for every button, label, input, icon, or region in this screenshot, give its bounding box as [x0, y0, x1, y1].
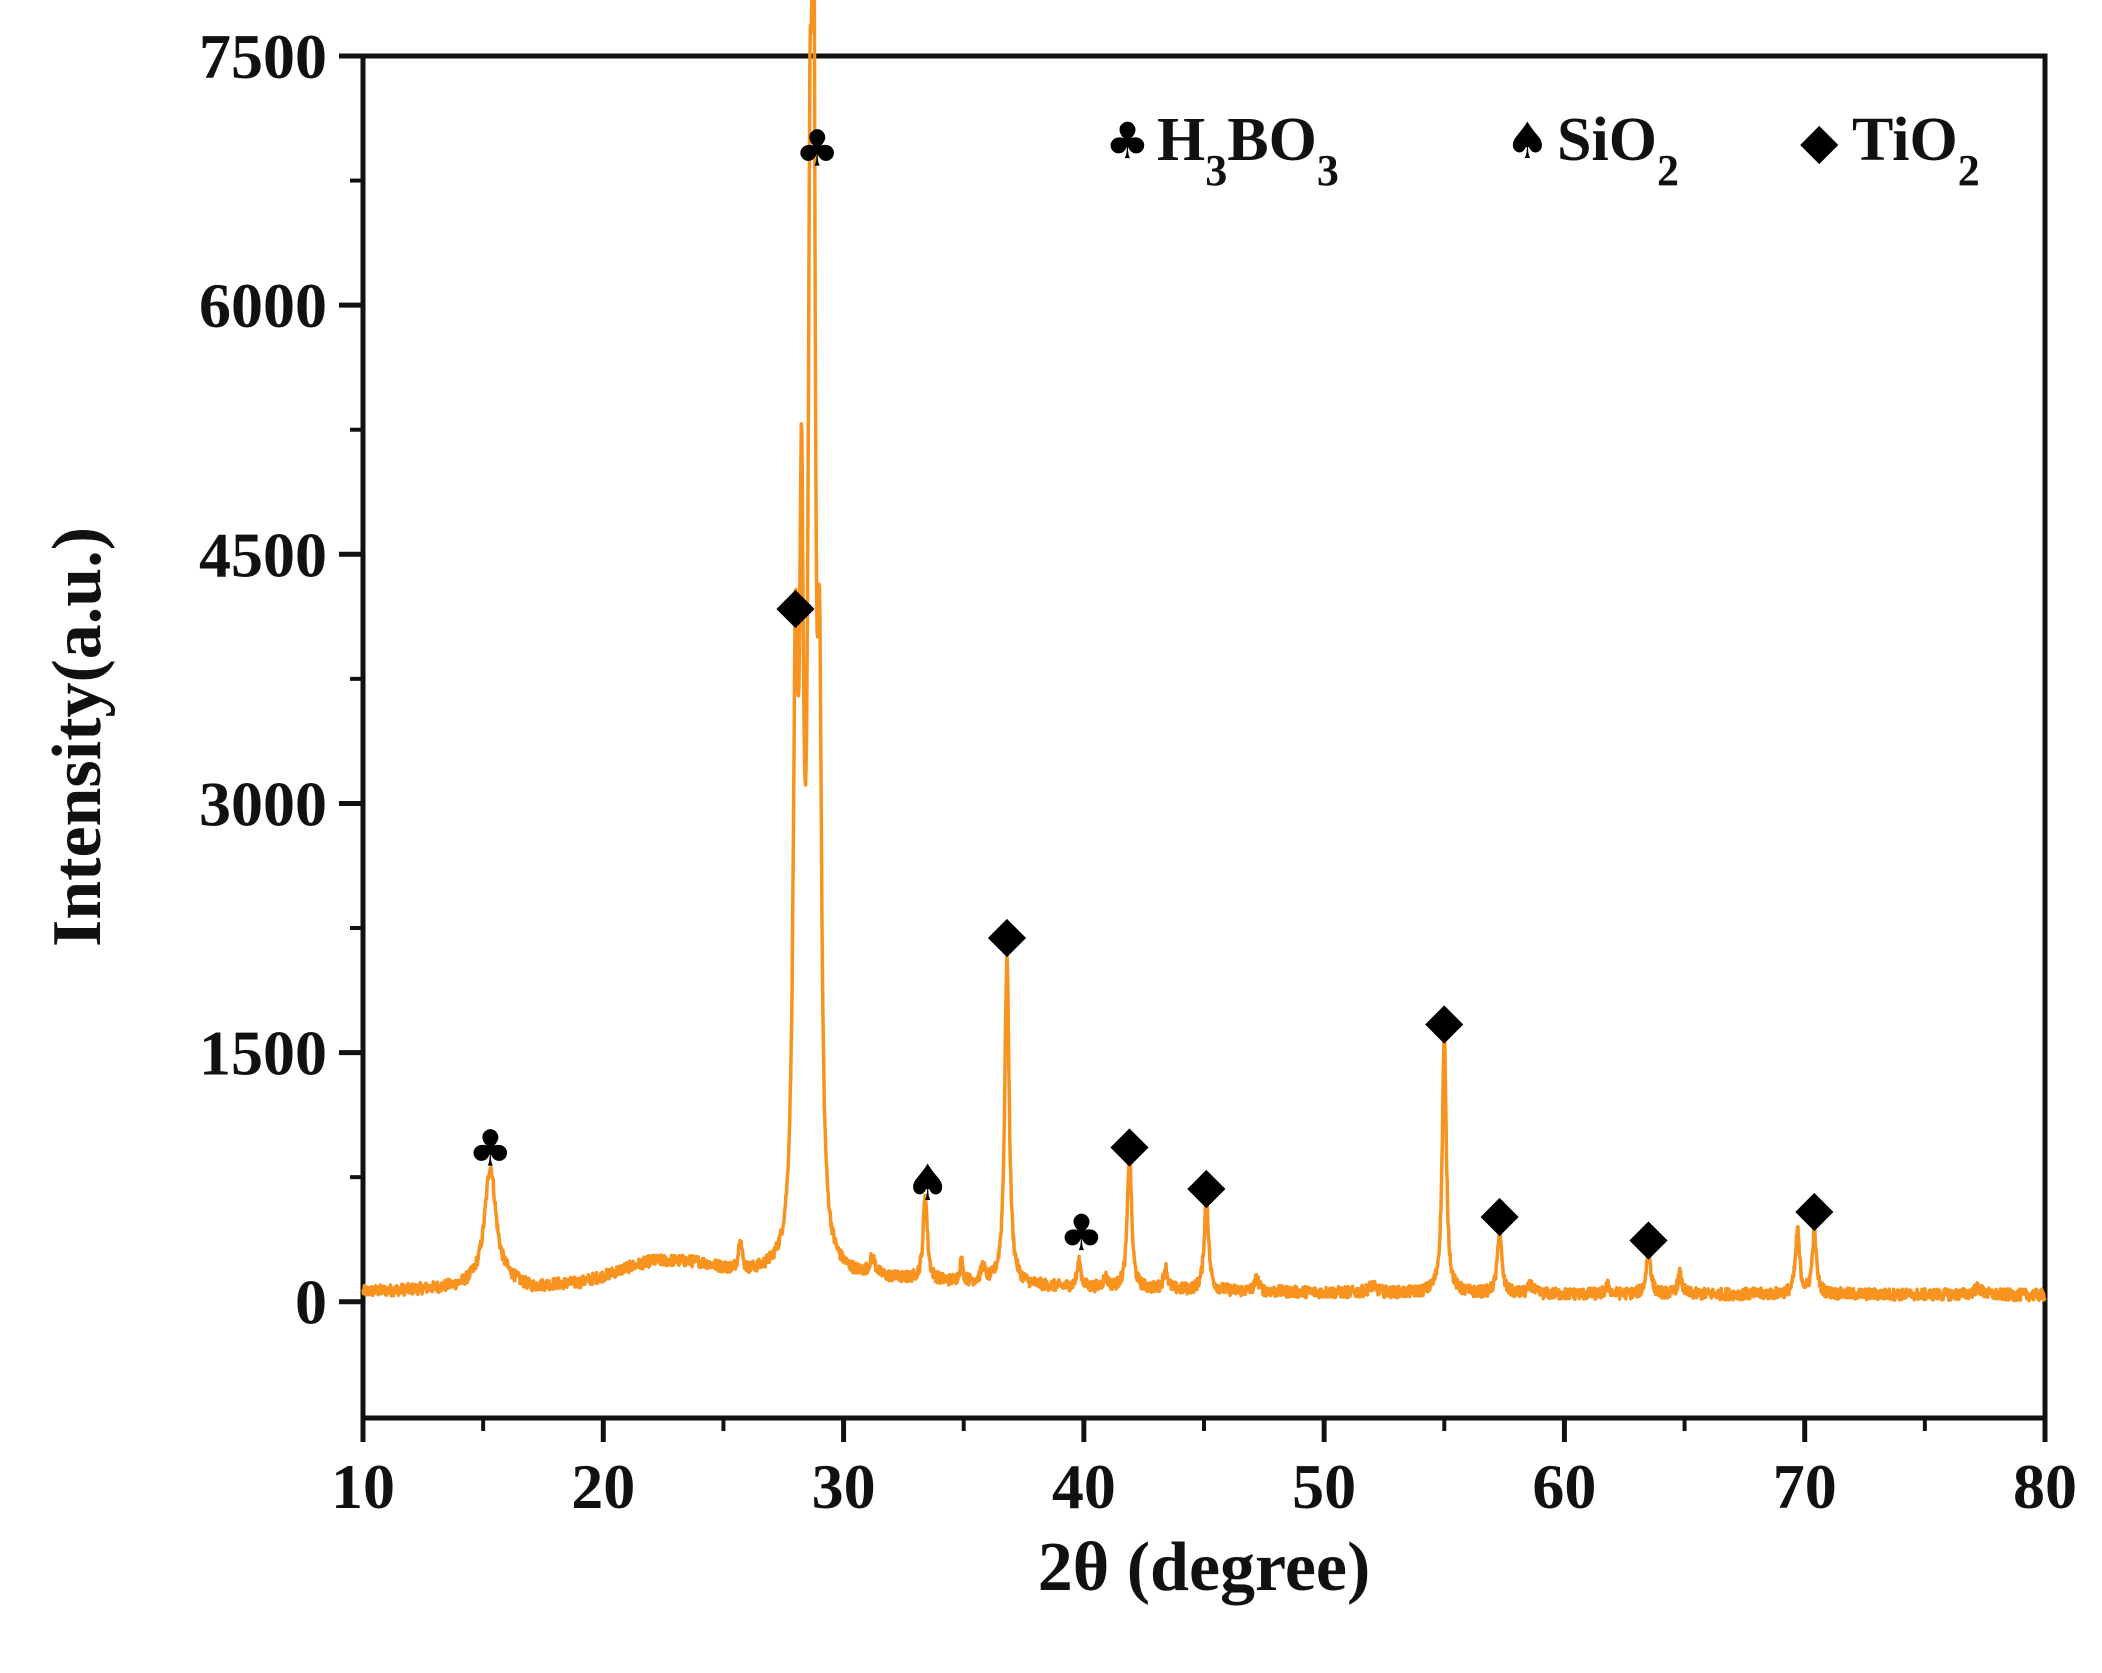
y-tick-label: 4500: [199, 519, 327, 590]
x-tick-label: 50: [1292, 1451, 1356, 1522]
x-tick-labels: 10 20 30 40 50 60 70 80: [331, 1451, 2077, 1522]
peak-marker-tio2: ◆: [1629, 1207, 1668, 1265]
peak-marker-h3bo3: ♣: [1059, 1204, 1104, 1262]
y-tick-labels: 0 1500 3000 4500 6000 7500: [199, 21, 327, 1338]
legend-label: H3BO3: [1157, 106, 1339, 195]
peak-marker-tio2: ◆: [1795, 1179, 1834, 1237]
x-tick-label: 70: [1773, 1451, 1837, 1522]
peak-marker-h3bo3: ♣: [468, 1119, 513, 1177]
xrd-pattern-line: [361, 0, 2047, 1303]
x-tick-label: 80: [2013, 1451, 2077, 1522]
legend-label: TiO2: [1852, 106, 1980, 195]
x-axis-title: 2θ (degree): [1038, 1529, 1371, 1606]
y-tick-label: 7500: [199, 21, 327, 92]
axis-ticks: [339, 53, 2048, 1442]
x-tick-label: 40: [1052, 1451, 1116, 1522]
legend-symbol: ◆: [1800, 112, 1839, 170]
peak-marker-tio2: ◆: [1480, 1184, 1519, 1242]
y-tick-label: 1500: [199, 1018, 327, 1089]
peak-marker-tio2: ◆: [1187, 1156, 1226, 1214]
peak-marker-tio2: ◆: [1110, 1114, 1149, 1172]
peak-marker-tio2: ◆: [1425, 991, 1464, 1049]
y-axis-title: Intensity(a.u.): [39, 527, 116, 947]
legend: ♣ H3BO3 ♠ SiO2 ◆ TiO2: [1105, 106, 1980, 195]
peak-marker-tio2: ◆: [988, 905, 1027, 963]
y-tick-label: 0: [295, 1267, 327, 1338]
legend-symbol: ♣: [1105, 112, 1150, 170]
legend-symbol: ♠: [1505, 112, 1550, 170]
x-tick-label: 30: [812, 1451, 876, 1522]
x-tick-label: 60: [1532, 1451, 1596, 1522]
peak-marker-tio2: ◆: [776, 576, 815, 634]
peak-marker-sio2: ♠: [905, 1154, 950, 1212]
peak-marker-h3bo3: ♣: [795, 119, 840, 177]
peak-markers: ♣♣◆♠◆♣◆◆◆◆ ◆ ◆: [468, 119, 1834, 1265]
y-tick-label: 6000: [199, 270, 327, 341]
x-tick-label: 20: [571, 1451, 635, 1522]
x-tick-label: 10: [331, 1451, 395, 1522]
y-tick-label: 3000: [199, 768, 327, 839]
legend-label: SiO2: [1557, 106, 1679, 195]
